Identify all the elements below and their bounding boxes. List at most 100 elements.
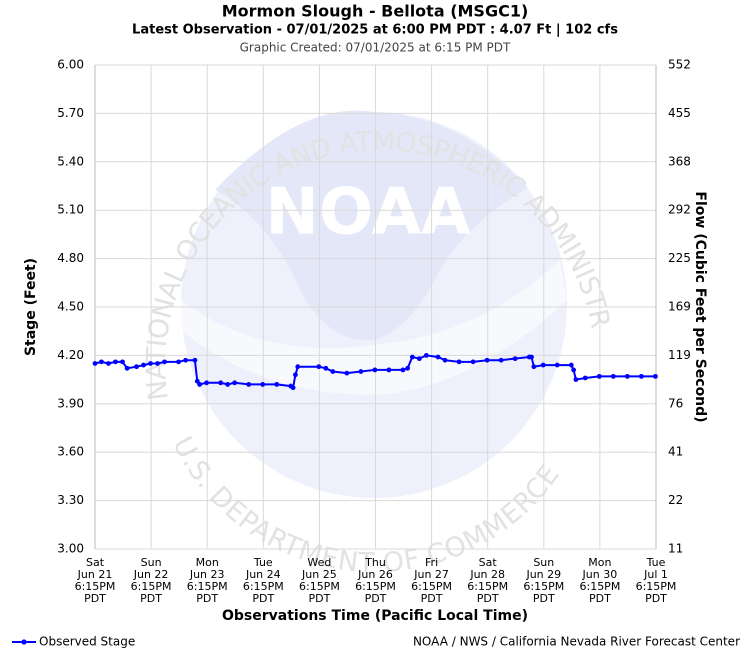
data-point xyxy=(435,354,441,360)
chart-subtitle: Latest Observation - 07/01/2025 at 6:00 … xyxy=(132,23,618,38)
data-point xyxy=(531,364,537,370)
data-point xyxy=(106,361,111,366)
x-tick-label: PDT xyxy=(477,592,499,605)
data-point xyxy=(344,370,350,376)
x-tick-label: 6:15PM xyxy=(131,580,172,593)
x-tick-label: Jul 1 xyxy=(643,568,668,581)
data-point xyxy=(624,373,630,379)
x-tick-label: Sun xyxy=(141,556,162,569)
data-point xyxy=(225,382,231,387)
data-point xyxy=(246,382,252,387)
x-tick-label: Tue xyxy=(253,556,273,569)
y-tick-label: 3.90 xyxy=(57,396,84,410)
y-axis-label: Stage (Feet) xyxy=(23,258,39,356)
data-point xyxy=(582,375,588,381)
y-tick-label: 5.40 xyxy=(57,154,84,168)
x-tick-label: 6:15PM xyxy=(523,580,564,593)
data-point xyxy=(405,365,411,371)
x-tick-label: PDT xyxy=(252,592,274,605)
x-tick-label: Sat xyxy=(86,556,105,569)
x-tick-label: PDT xyxy=(421,592,443,605)
data-point xyxy=(442,357,448,363)
data-point xyxy=(456,359,462,365)
x-tick-label: PDT xyxy=(84,592,106,605)
data-point xyxy=(99,359,104,365)
y-tick-label: 3.00 xyxy=(57,542,84,556)
y-tick-label: 3.60 xyxy=(57,445,84,459)
watermark-logo: NOAA xyxy=(265,176,471,250)
y2-tick-label: 76 xyxy=(668,396,683,410)
x-tick-label: PDT xyxy=(140,592,162,605)
x-tick-label: Wed xyxy=(307,556,331,569)
y-tick-label: 3.30 xyxy=(57,493,84,507)
y-tick-label: 5.70 xyxy=(57,106,84,120)
x-tick-label: PDT xyxy=(645,592,667,605)
y2-tick-label: 11 xyxy=(668,542,683,556)
x-tick-label: Jun 30 xyxy=(582,568,618,581)
data-point xyxy=(232,380,238,386)
x-tick-label: Jun 28 xyxy=(469,568,505,581)
data-point xyxy=(498,357,504,363)
data-point xyxy=(512,356,518,362)
x-tick-label: 6:15PM xyxy=(299,580,340,593)
data-point xyxy=(554,362,560,368)
y2-tick-label: 169 xyxy=(668,300,691,314)
data-point xyxy=(162,359,167,365)
data-point xyxy=(204,380,210,386)
data-point xyxy=(416,356,422,362)
data-point xyxy=(573,377,579,382)
watermark-gull xyxy=(215,110,528,341)
y-tick-label: 4.20 xyxy=(57,348,84,362)
data-point xyxy=(316,364,322,370)
data-point xyxy=(134,364,139,370)
x-tick-label: 6:15PM xyxy=(411,580,452,593)
x-tick-label: 6:15PM xyxy=(243,580,284,593)
x-tick-label: Jun 25 xyxy=(301,568,337,581)
y2-tick-label: 552 xyxy=(668,58,691,72)
x-tick-label: Jun 27 xyxy=(413,568,449,581)
data-point xyxy=(124,365,130,371)
data-point xyxy=(484,357,490,363)
data-point xyxy=(372,367,378,373)
x-tick-label: 6:15PM xyxy=(579,580,620,593)
data-point xyxy=(423,353,429,358)
x-tick-label: 6:15PM xyxy=(75,580,116,593)
data-point xyxy=(92,361,98,366)
x-tick-label: PDT xyxy=(365,592,387,605)
x-tick-label: Sun xyxy=(533,556,554,569)
x-tick-label: Jun 26 xyxy=(357,568,393,581)
y-tick-label: 6.00 xyxy=(57,58,84,72)
y2-axis-label: Flow (Cubic Feet per Second) xyxy=(692,191,708,422)
footer: NOAA / NWS / California Nevada River For… xyxy=(413,635,740,649)
data-point xyxy=(323,365,329,371)
x-tick-label: PDT xyxy=(533,592,555,605)
x-tick-label: 6:15PM xyxy=(187,580,228,593)
y2-tick-label: 455 xyxy=(668,106,691,120)
data-point xyxy=(568,362,574,368)
x-tick-label: Jun 21 xyxy=(77,568,113,581)
x-tick-label: PDT xyxy=(589,592,611,605)
x-tick-label: Sat xyxy=(479,556,498,569)
data-point xyxy=(260,382,266,387)
x-tick-label: 6:15PM xyxy=(467,580,508,593)
data-point xyxy=(293,372,298,378)
x-tick-label: PDT xyxy=(196,592,218,605)
data-point xyxy=(290,385,296,391)
x-tick-label: 6:15PM xyxy=(636,580,677,593)
data-point xyxy=(386,367,392,373)
data-point xyxy=(295,364,301,370)
data-point xyxy=(113,359,118,365)
x-tick-label: Mon xyxy=(588,556,611,569)
data-point xyxy=(155,361,160,366)
y-tick-label: 5.10 xyxy=(57,203,84,217)
data-point xyxy=(529,354,534,360)
data-point xyxy=(610,373,616,379)
x-tick-label: Jun 23 xyxy=(189,568,225,581)
watermark: NOAA NATIONAL OCEANIC AND ATMOSPHERIC AD… xyxy=(0,0,616,579)
y2-tick-label: 292 xyxy=(668,203,691,217)
x-tick-label: Jun 22 xyxy=(133,568,169,581)
x-tick-label: Jun 24 xyxy=(245,568,281,581)
data-point xyxy=(183,357,188,363)
x-tick-label: 6:15PM xyxy=(355,580,396,593)
